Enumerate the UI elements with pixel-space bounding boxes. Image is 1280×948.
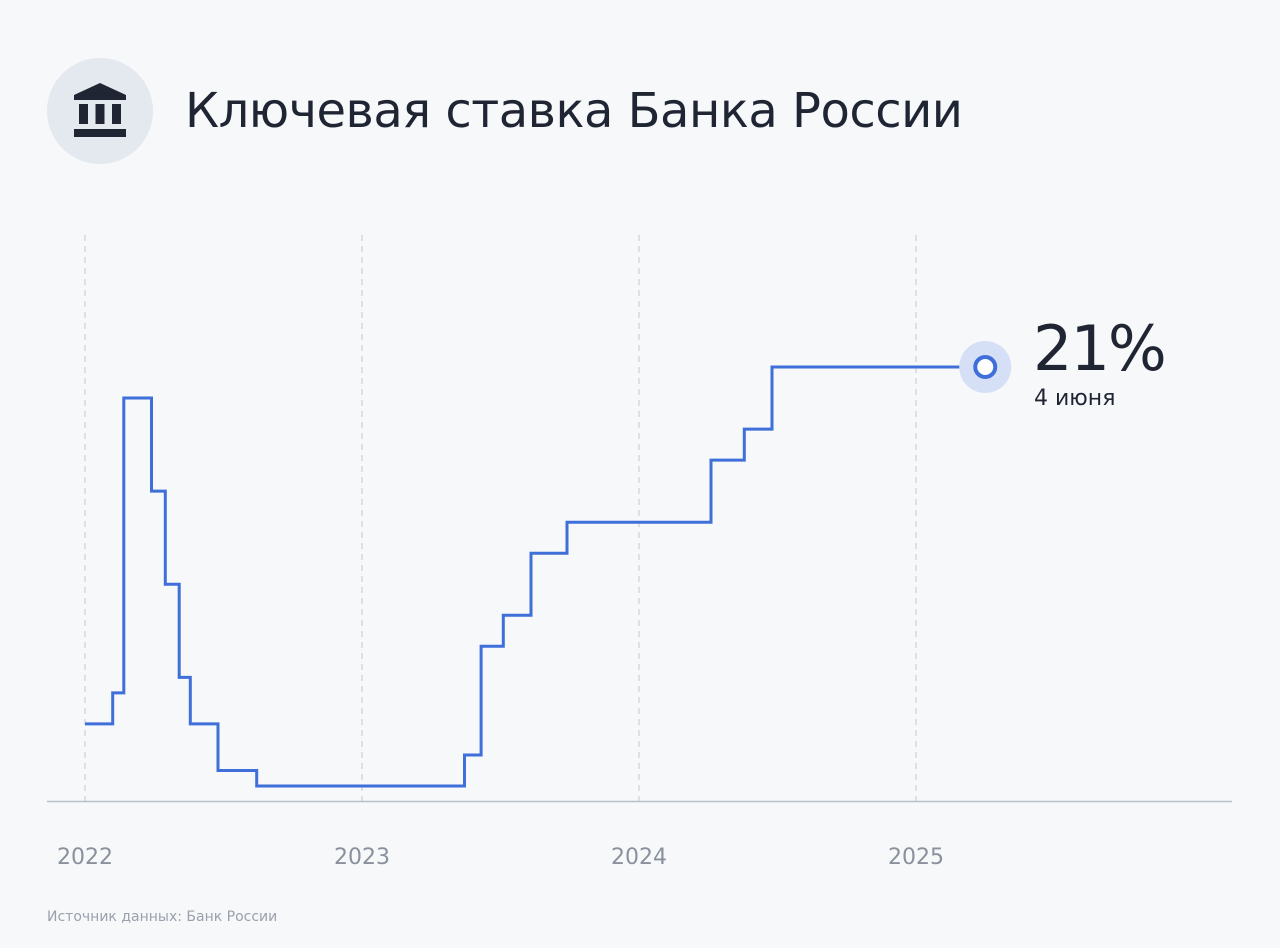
- chart-header: Ключевая ставка Банка России: [47, 57, 963, 164]
- current-date-label: 4 июня: [1034, 386, 1115, 411]
- current-value-label: 21%: [1033, 312, 1165, 385]
- x-axis-ticks: 2022 2023 2024 2025: [57, 845, 944, 870]
- x-tick-label: 2024: [611, 845, 667, 870]
- key-rate-line: [85, 365, 986, 788]
- bank-building-icon: [74, 82, 126, 137]
- chart-title: Ключевая ставка Банка России: [185, 82, 963, 139]
- current-value-marker: [973, 355, 998, 379]
- grid-lines: [84, 235, 917, 801]
- x-tick-label: 2025: [888, 845, 944, 870]
- x-tick-label: 2023: [334, 845, 390, 870]
- bank-logo: [47, 57, 153, 164]
- x-tick-label: 2022: [57, 845, 113, 870]
- data-source-note: Источник данных: Банк России: [47, 909, 278, 925]
